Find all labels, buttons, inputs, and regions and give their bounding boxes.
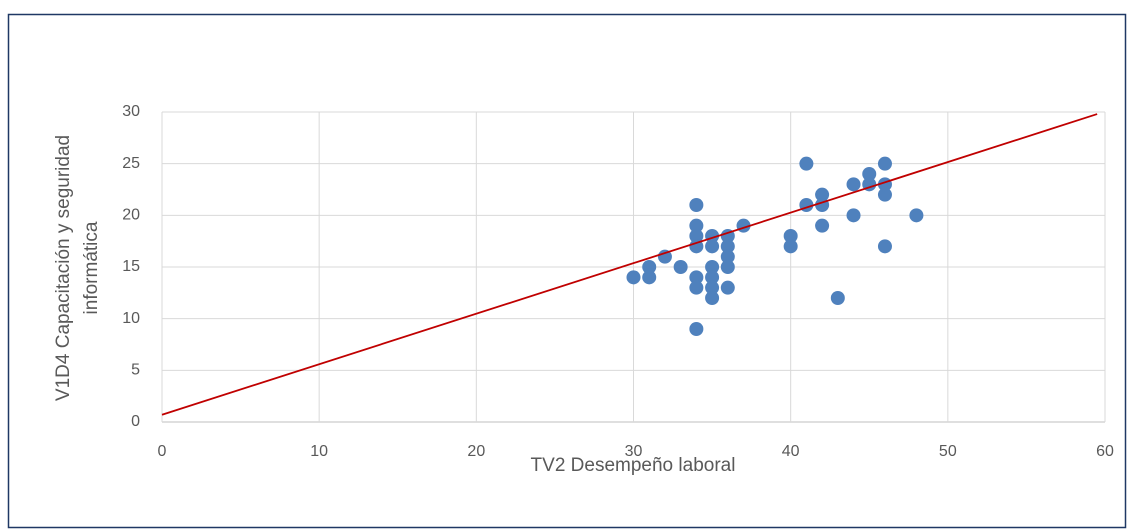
point	[720, 260, 735, 274]
trendline	[161, 113, 1098, 416]
y-tick-label: 30	[122, 103, 140, 120]
point	[815, 187, 830, 202]
point	[877, 187, 892, 202]
point	[815, 218, 830, 233]
point	[689, 218, 704, 233]
point	[720, 239, 735, 254]
point	[877, 239, 892, 254]
x-tick-label: 40	[782, 443, 800, 460]
chart-frame	[7, 13, 1127, 529]
y-axis-title: informática	[81, 221, 102, 314]
point	[689, 198, 704, 212]
point	[720, 280, 735, 295]
point	[909, 208, 924, 223]
point	[830, 291, 845, 305]
x-tick-label: 10	[310, 443, 328, 460]
point	[720, 249, 735, 264]
point	[626, 270, 641, 285]
point	[705, 260, 720, 274]
point	[783, 239, 798, 254]
y-tick-label: 20	[122, 207, 140, 224]
y-tick-label: 15	[122, 258, 140, 275]
x-tick-label: 30	[625, 443, 643, 460]
point	[642, 270, 657, 285]
x-tick-label: 60	[1096, 443, 1114, 460]
point	[689, 322, 704, 336]
point	[705, 291, 720, 305]
point	[657, 249, 672, 264]
point	[689, 239, 704, 254]
point	[642, 260, 657, 274]
y-tick-label: 5	[131, 362, 140, 379]
point	[705, 270, 720, 285]
y-tick-label: 10	[122, 310, 140, 327]
x-tick-label: 0	[158, 443, 167, 460]
y-axis-title: V1D4 Capacitación y seguridad	[53, 135, 74, 401]
y-tick-label: 25	[122, 155, 140, 172]
point	[689, 229, 704, 243]
y-tick-label: 0	[131, 413, 140, 430]
x-tick-label: 20	[467, 443, 485, 460]
point	[673, 260, 688, 274]
point	[783, 229, 798, 243]
point	[705, 239, 720, 254]
point	[705, 280, 720, 295]
point	[799, 156, 814, 171]
x-axis-title: TV2 Desempeño laboral	[531, 455, 736, 476]
point	[689, 270, 704, 285]
point	[689, 280, 704, 295]
point	[846, 177, 861, 192]
point	[877, 156, 892, 171]
point	[862, 167, 877, 181]
x-tick-label: 50	[939, 443, 957, 460]
point	[846, 208, 861, 223]
